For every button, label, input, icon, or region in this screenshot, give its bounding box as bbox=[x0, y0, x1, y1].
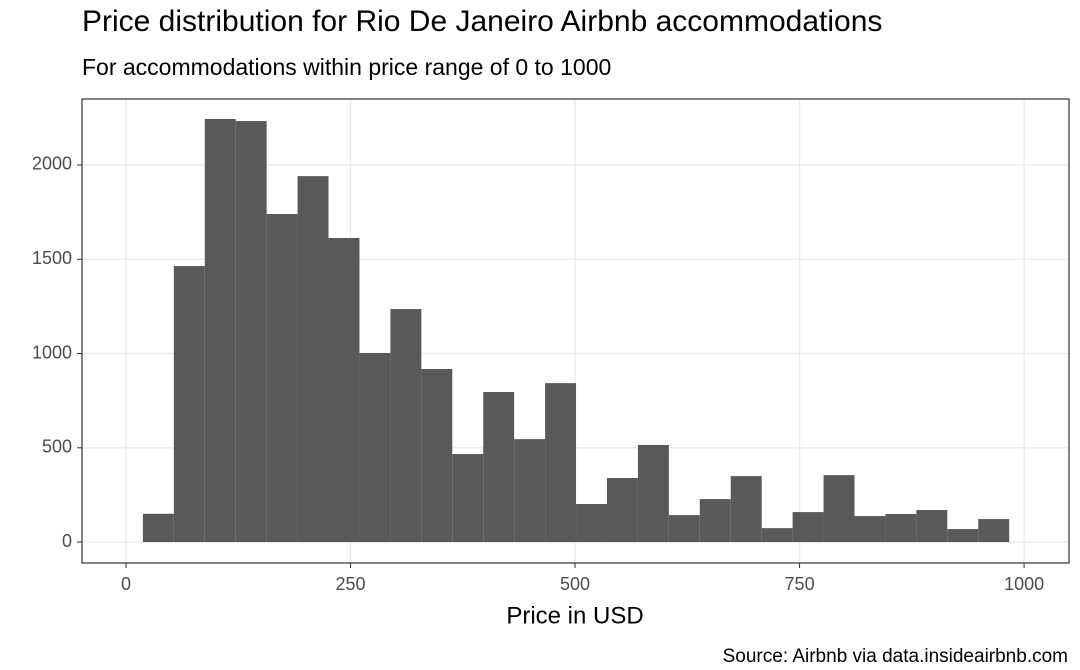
bar bbox=[606, 477, 638, 543]
bar bbox=[328, 237, 360, 543]
panel-border bbox=[81, 98, 1070, 564]
bar bbox=[978, 519, 1010, 543]
bar bbox=[792, 512, 824, 543]
bar bbox=[916, 510, 948, 543]
bar bbox=[452, 454, 484, 543]
bars bbox=[142, 118, 1010, 543]
y-tick-label: 2000 bbox=[32, 154, 72, 174]
bar bbox=[142, 513, 174, 543]
bar bbox=[483, 391, 515, 543]
bar bbox=[173, 266, 205, 543]
bar bbox=[637, 444, 669, 543]
bar bbox=[359, 352, 391, 543]
bar bbox=[699, 499, 731, 543]
x-tick-label: 750 bbox=[785, 574, 815, 594]
bar bbox=[514, 439, 546, 543]
bar bbox=[668, 515, 700, 543]
bar bbox=[823, 475, 855, 543]
x-tick-label: 250 bbox=[336, 574, 366, 594]
bar bbox=[204, 118, 236, 543]
bar bbox=[266, 214, 298, 543]
bar bbox=[576, 503, 607, 543]
bar bbox=[885, 513, 917, 543]
bar bbox=[854, 516, 886, 543]
x-axis-label: Price in USD bbox=[506, 602, 643, 629]
chart-subtitle: For accommodations within price range of… bbox=[82, 54, 611, 80]
y-tick-label: 0 bbox=[62, 531, 72, 551]
bar bbox=[235, 121, 267, 543]
bar bbox=[761, 528, 793, 543]
bar bbox=[545, 383, 577, 543]
bar bbox=[390, 309, 422, 543]
chart-title: Price distribution for Rio De Janeiro Ai… bbox=[82, 5, 882, 38]
x-tick-label: 1000 bbox=[1004, 574, 1044, 594]
x-tick-label: 0 bbox=[121, 574, 131, 594]
y-tick-label: 1000 bbox=[32, 342, 72, 362]
bar bbox=[421, 368, 453, 543]
y-tick-label: 500 bbox=[42, 437, 72, 457]
caption: Source: Airbnb via data.insideairbnb.com bbox=[723, 646, 1068, 667]
y-tick-label: 1500 bbox=[32, 248, 72, 268]
x-tick-label: 500 bbox=[560, 574, 590, 594]
bar bbox=[297, 176, 329, 543]
bar bbox=[947, 529, 979, 543]
bar bbox=[730, 476, 762, 543]
axes: 0 500 1000 1500 2000 0 250 500 750 1000 bbox=[32, 154, 1044, 594]
